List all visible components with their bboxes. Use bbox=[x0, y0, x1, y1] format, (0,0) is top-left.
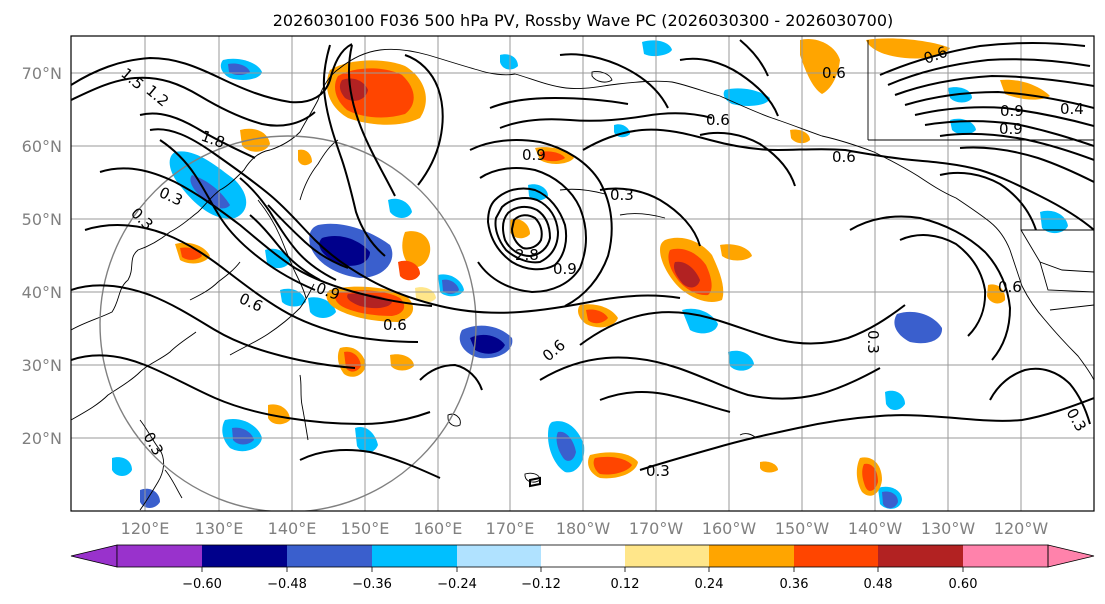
map-area: 1.5 1.2 1.8 0.3 0.3 0.6 0.9 0.6 0.9 0.3 … bbox=[71, 36, 1094, 511]
lon-label: 160°W bbox=[702, 519, 757, 538]
lat-label: 20°N bbox=[22, 429, 62, 448]
colorbar-arrow-low bbox=[70, 544, 118, 568]
anomaly-shading bbox=[112, 38, 1068, 509]
latitude-axis: 70°N 60°N 50°N 40°N 30°N 20°N bbox=[22, 64, 62, 448]
contour-label: 0.6 bbox=[383, 316, 407, 334]
lat-label: 40°N bbox=[22, 283, 62, 302]
contour-label: 0.9 bbox=[1000, 102, 1024, 120]
colorbar-swatch bbox=[202, 545, 287, 567]
lon-label: 140°E bbox=[268, 519, 317, 538]
longitude-axis: 120°E 130°E 140°E 150°E 160°E 170°E 180°… bbox=[121, 519, 1049, 538]
lon-label: 160°E bbox=[414, 519, 463, 538]
colorbar-swatch bbox=[625, 545, 709, 567]
coastlines bbox=[71, 40, 1094, 511]
colorbar-tick-label: 0.12 bbox=[611, 577, 640, 592]
contour-label: 0.6 bbox=[706, 111, 730, 129]
map-frame bbox=[70, 35, 1095, 512]
colorbar-swatch bbox=[794, 545, 878, 567]
colorbar-tick-label: −0.36 bbox=[352, 577, 392, 592]
lon-label: 150°E bbox=[341, 519, 390, 538]
colorbar-swatch bbox=[963, 545, 1048, 567]
contour-label: 0.6 bbox=[832, 148, 856, 166]
colorbar-tick-label: −0.60 bbox=[182, 577, 222, 592]
figure-title: 2026030100 F036 500 hPa PV, Rossby Wave … bbox=[273, 11, 894, 30]
colorbar-tick-label: 0.48 bbox=[864, 577, 893, 592]
colorbar-tick-label: 0.60 bbox=[949, 577, 978, 592]
colorbar-tick-label: 0.24 bbox=[695, 577, 724, 592]
contour-label: 0.3 bbox=[864, 330, 882, 354]
contour-label: 0.3 bbox=[610, 186, 634, 204]
colorbar-swatch bbox=[457, 545, 541, 567]
contour-label: 0.6 bbox=[998, 278, 1022, 296]
lon-label: 130°E bbox=[195, 519, 244, 538]
colorbar-swatch bbox=[287, 545, 372, 567]
contour-label: 0.3 bbox=[646, 462, 670, 480]
colorbar-swatch bbox=[117, 545, 202, 567]
contour-label: 0.6 bbox=[822, 64, 846, 82]
lat-label: 30°N bbox=[22, 356, 62, 375]
reference-circle bbox=[99, 135, 477, 511]
lat-label: 50°N bbox=[22, 210, 62, 229]
colorbar-swatch bbox=[709, 545, 794, 567]
colorbar-tick-label: 0.36 bbox=[780, 577, 809, 592]
lon-label: 120°W bbox=[994, 519, 1049, 538]
colorbar-swatch bbox=[541, 545, 625, 567]
contour-label: 0.9 bbox=[553, 260, 577, 278]
colorbar-swatch bbox=[878, 545, 963, 567]
lon-label: 170°W bbox=[629, 519, 684, 538]
contour-label: 0.4 bbox=[1060, 100, 1084, 118]
lat-lon-grid bbox=[71, 36, 1094, 511]
contour-label: 0.9 bbox=[522, 146, 546, 164]
lon-label: 150°W bbox=[775, 519, 830, 538]
lat-label: 70°N bbox=[22, 64, 62, 83]
lon-label: 130°W bbox=[921, 519, 976, 538]
lon-label: 140°W bbox=[848, 519, 903, 538]
contour-label: 0.9 bbox=[999, 120, 1023, 138]
lon-label: 180°W bbox=[556, 519, 611, 538]
colorbar-arrow-high bbox=[1047, 544, 1095, 568]
pv-contours bbox=[71, 39, 1094, 488]
lat-label: 60°N bbox=[22, 137, 62, 156]
colorbar: −0.60 −0.48 −0.36 −0.24 −0.12 0.12 0.24 … bbox=[70, 544, 1095, 592]
colorbar-swatch bbox=[372, 545, 457, 567]
colorbar-tick-label: −0.48 bbox=[267, 577, 307, 592]
contour-label: 2.8 bbox=[515, 246, 539, 264]
lon-label: 170°E bbox=[486, 519, 535, 538]
colorbar-tick-label: −0.12 bbox=[521, 577, 561, 592]
colorbar-tick-label: −0.24 bbox=[437, 577, 477, 592]
lon-label: 120°E bbox=[121, 519, 170, 538]
